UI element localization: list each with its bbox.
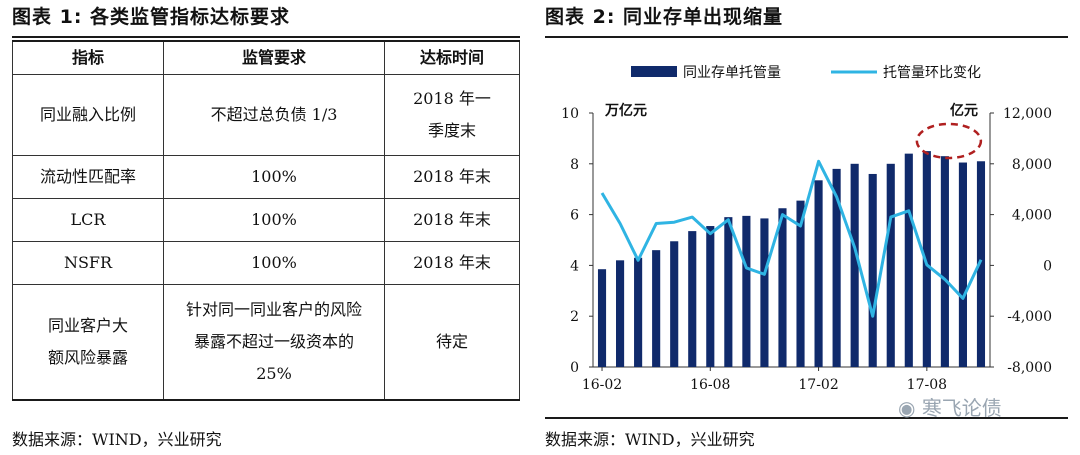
- right-source: 数据来源：WIND，兴业研究: [545, 430, 755, 449]
- bar-17-09: [940, 156, 949, 367]
- right-tick-label: -8,000: [1007, 360, 1052, 376]
- table-cell: LCR: [12, 198, 164, 242]
- bar-17-01: [796, 200, 805, 367]
- table-row: 同业客户大额风险暴露 针对同一同业客户的风险暴露不超过一级资本的 25% 待定: [12, 284, 520, 401]
- table-cell: 2018 年末: [384, 198, 520, 242]
- bar-17-03: [832, 168, 841, 367]
- bar-16-05: [652, 250, 661, 367]
- x-tick-label: 16-02: [582, 377, 622, 393]
- right-tick-label: 8,000: [1012, 157, 1052, 173]
- bar-16-09: [724, 217, 733, 367]
- right-tick-label: 0: [1043, 258, 1052, 274]
- legend-bar-label: 同业存单托管量: [683, 65, 781, 81]
- right-tick-label: 4,000: [1012, 208, 1052, 224]
- bar-16-04: [634, 257, 643, 367]
- left-tick-label: 2: [570, 309, 579, 325]
- table-cell: 同业客户大额风险暴露: [12, 284, 164, 401]
- left-tick-label: 8: [570, 157, 579, 173]
- watermark: ◉ 寒飞论债: [898, 392, 1002, 421]
- table-cell: 100%: [163, 155, 385, 199]
- header-requirement: 监管要求: [163, 40, 385, 75]
- table-cell: NSFR: [12, 241, 164, 285]
- table-cell: 流动性匹配率: [12, 155, 164, 199]
- bar-16-12: [778, 208, 787, 367]
- table-row: 同业融入比例 不超过总负债 1/3 2018 年一季度末: [12, 74, 520, 156]
- bar-17-11: [976, 161, 986, 367]
- table-cell: 2018 年末: [384, 241, 520, 285]
- bar-16-06: [670, 241, 679, 367]
- left-unit-label: 万亿元: [604, 102, 647, 119]
- table-cell: 100%: [163, 241, 385, 285]
- table-header-row: 指标 监管要求 达标时间: [12, 40, 520, 75]
- interbank-cd-chart: 0 2 4 6 8 10 -8,000 -4,000 0 4,000 8,000 12,000 万亿元 亿…: [561, 65, 1052, 393]
- right-panel-title: 图表 2: 同业存单出现缩量: [545, 6, 784, 28]
- legend-bar-swatch: [631, 66, 677, 77]
- left-tick-label: 4: [570, 258, 579, 274]
- left-tick-label: 0: [570, 360, 579, 376]
- right-tick-label: 12,000: [1003, 106, 1052, 122]
- table-row: 流动性匹配率 100% 2018 年末: [12, 155, 520, 199]
- bar-17-10: [958, 162, 967, 367]
- right-tick-label: -4,000: [1007, 309, 1052, 325]
- table-cell: 同业融入比例: [12, 74, 164, 156]
- table-cell: 2018 年末: [384, 155, 520, 199]
- left-panel-title: 图表 1: 各类监管指标达标要求: [12, 6, 291, 28]
- right-unit-label: 亿元: [950, 102, 978, 119]
- legend-line-label: 托管量环比变化: [883, 65, 981, 81]
- table-row: LCR 100% 2018 年末: [12, 198, 520, 242]
- bar-17-04: [850, 163, 859, 367]
- bar-17-07: [904, 153, 913, 367]
- x-tick-label: 17-08: [907, 377, 947, 393]
- table-cell: 2018 年一季度末: [384, 74, 520, 156]
- left-title-rule: [12, 36, 520, 38]
- table-row: NSFR 100% 2018 年末: [12, 241, 520, 285]
- bar-17-05: [868, 173, 877, 367]
- bar-16-11: [760, 218, 769, 367]
- highlight-ellipse: [915, 122, 983, 160]
- watermark-text: 寒飞论债: [921, 396, 1002, 420]
- bar-16-02: [597, 269, 607, 367]
- left-tick-label: 10: [561, 106, 579, 122]
- regulation-table: 指标 监管要求 达标时间 同业融入比例 不超过总负债 1/3 2018 年一季度…: [12, 40, 520, 401]
- table-cell: 待定: [384, 284, 520, 401]
- bar-16-10: [742, 215, 751, 367]
- x-tick-label: 17-02: [798, 377, 838, 393]
- bar-17-02: [814, 180, 823, 367]
- bar-17-08: [922, 151, 931, 367]
- bar-17-06: [886, 163, 895, 367]
- table-cell: 不超过总负债 1/3: [163, 74, 385, 156]
- bar-16-07: [688, 231, 697, 367]
- right-title-rule: [545, 36, 1068, 38]
- bar-16-08: [706, 226, 715, 367]
- line-series-mom-change: [600, 159, 983, 318]
- x-tick-label: 16-08: [690, 377, 730, 393]
- table-cell: 100%: [163, 198, 385, 242]
- right-bottom-rule: [545, 417, 1068, 419]
- left-tick-label: 6: [570, 208, 579, 224]
- header-deadline: 达标时间: [384, 40, 520, 75]
- bar-16-03: [616, 260, 625, 367]
- wechat-icon: ◉: [898, 396, 916, 420]
- left-source: 数据来源：WIND，兴业研究: [12, 430, 222, 449]
- table-cell: 针对同一同业客户的风险暴露不超过一级资本的 25%: [163, 284, 385, 401]
- header-indicator: 指标: [12, 40, 164, 75]
